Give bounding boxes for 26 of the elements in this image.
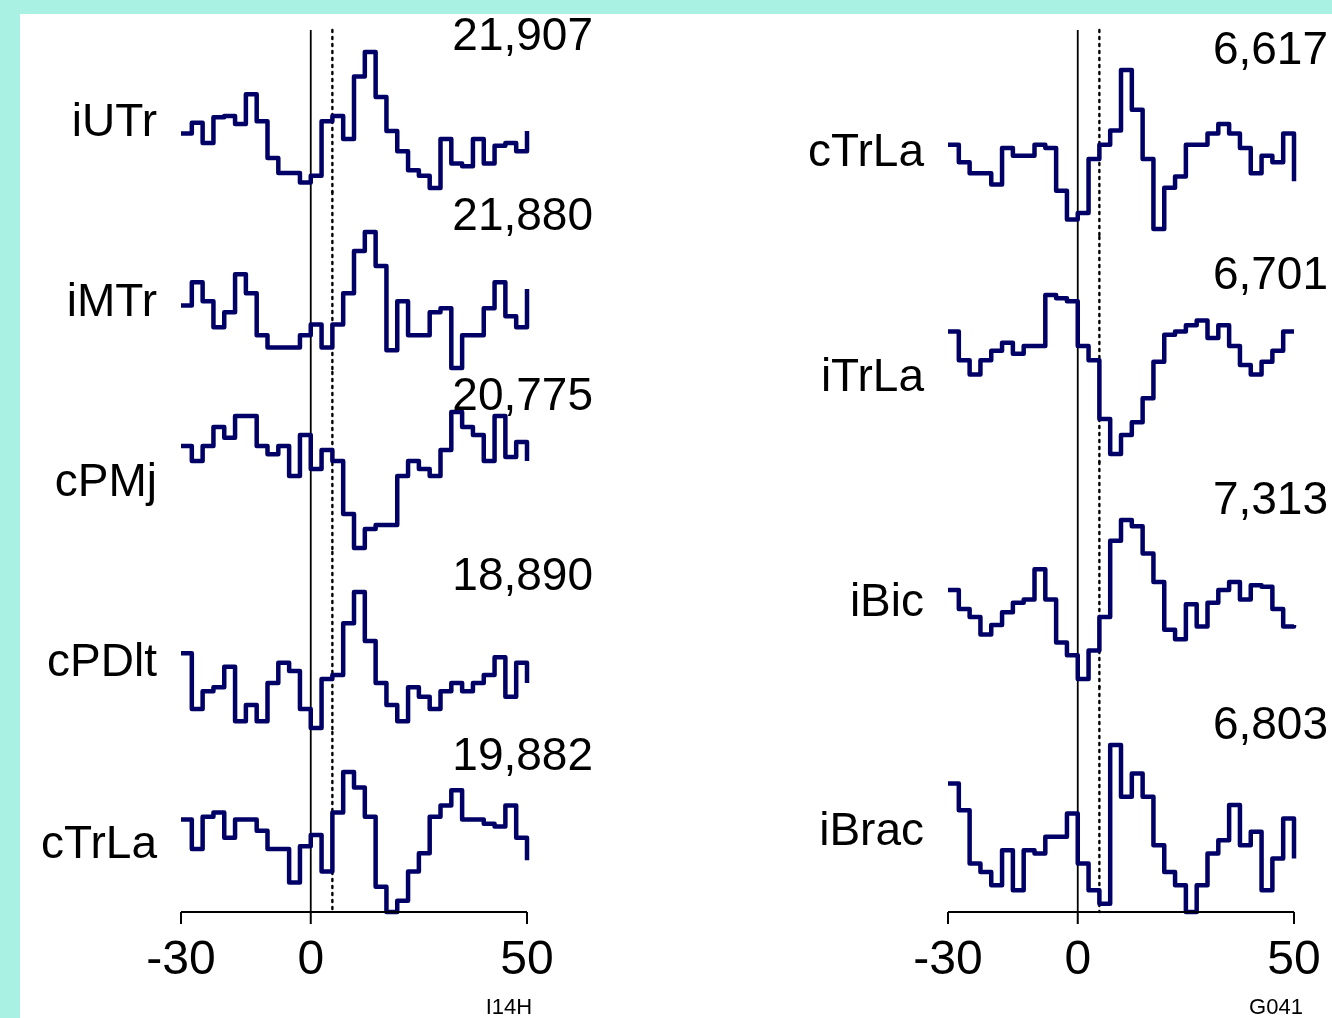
x-tick-label: -30 (913, 931, 983, 984)
y-axis-title: cTrLa (41, 816, 158, 868)
text: I14H (485, 994, 533, 1018)
x-tick-label: 50 (500, 931, 554, 984)
annotation: 19,882 (452, 728, 593, 780)
annotation: 6,803 (1212, 697, 1328, 749)
annotation: 20,775 (452, 368, 593, 420)
x-tick-label: 0 (1064, 931, 1092, 984)
y-axis-title: iTrLa (820, 348, 925, 401)
annotation: 7,313 (1212, 472, 1328, 524)
annotation: 18,890 (452, 548, 593, 600)
y-axis-title: cPMj (54, 454, 157, 506)
y-axis-title: iUTr (71, 94, 157, 146)
y-axis-title: cTrLa (808, 123, 925, 176)
annotation: 6,617 (1212, 22, 1328, 74)
annotation: 21,880 (452, 188, 593, 240)
y-axis-title: iBrac (819, 802, 924, 855)
text: G041 (1249, 994, 1303, 1018)
x-tick-label: -30 (146, 931, 216, 984)
annotation: 21,907 (452, 8, 593, 60)
y-axis-title: iMTr (66, 274, 157, 326)
annotation: 6,701 (1212, 247, 1328, 299)
y-axis-title: cPDlt (47, 634, 158, 686)
y-axis-title: iBic (849, 573, 924, 626)
x-tick-label: 0 (297, 931, 325, 984)
x-tick-label: 50 (1267, 931, 1321, 984)
